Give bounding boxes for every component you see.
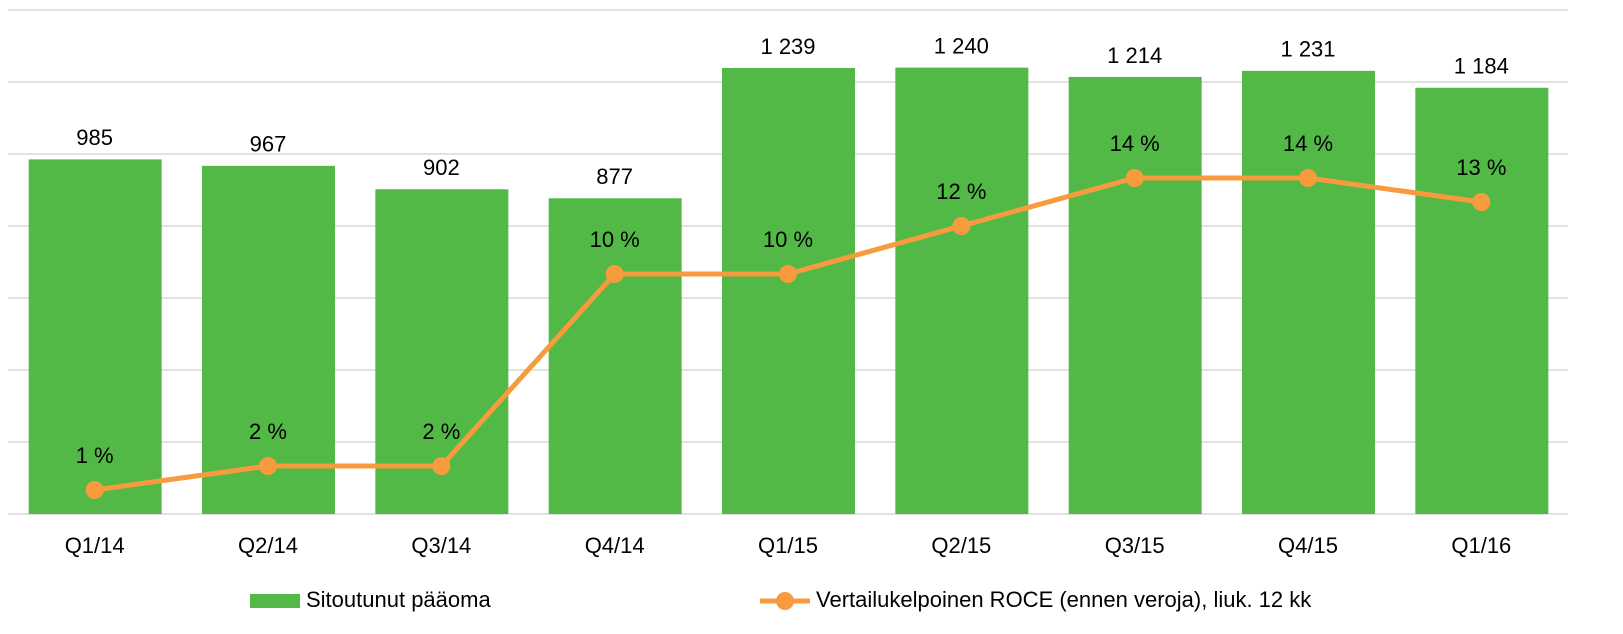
line-label: 1 % (76, 443, 114, 468)
line-marker (85, 481, 104, 499)
bar (1415, 87, 1549, 514)
bar (895, 67, 1029, 514)
x-tick-label: Q3/15 (1105, 533, 1165, 558)
x-tick-label: Q1/14 (65, 533, 125, 558)
line-label: 10 % (763, 227, 813, 252)
x-tick-label: Q3/14 (411, 533, 471, 558)
line-marker (1125, 169, 1144, 187)
bar-label: 902 (423, 155, 460, 180)
x-tick-label: Q4/15 (1278, 533, 1338, 558)
bar-label: 1 240 (934, 33, 989, 58)
line-marker (779, 265, 797, 283)
line-marker (432, 457, 451, 475)
line-label: 12 % (936, 179, 986, 204)
bar (722, 67, 855, 515)
line-label: 14 % (1283, 131, 1333, 156)
bar-label: 1 231 (1280, 37, 1335, 62)
bar (1242, 70, 1375, 514)
bar-label: 985 (76, 125, 113, 150)
bar (1068, 76, 1202, 515)
bar-label: 1 239 (760, 34, 815, 59)
line-label: 2 % (422, 419, 460, 444)
bar-label: 1 214 (1107, 43, 1162, 68)
line-marker (952, 217, 971, 235)
line-marker (605, 265, 624, 283)
legend-label: Sitoutunut pääoma (306, 587, 491, 612)
bar-label: 967 (250, 132, 287, 157)
x-tick-label: Q1/16 (1451, 533, 1511, 558)
bar-label: 877 (596, 164, 633, 189)
line-label: 14 % (1110, 131, 1160, 156)
legend-label: Vertailukelpoinen ROCE (ennen veroja), l… (816, 587, 1312, 612)
line-label: 2 % (249, 419, 287, 444)
line-marker (1299, 169, 1317, 187)
legend-swatch (250, 594, 300, 608)
x-tick-label: Q2/14 (238, 533, 298, 558)
line-label: 13 % (1456, 155, 1506, 180)
line-marker (259, 457, 277, 475)
line-label: 10 % (590, 227, 640, 252)
bar (548, 198, 682, 514)
bar (202, 165, 335, 514)
x-tick-label: Q2/15 (931, 533, 991, 558)
line-marker (1472, 193, 1491, 211)
bar (28, 159, 162, 514)
bar-label: 1 184 (1454, 54, 1509, 79)
x-tick-label: Q1/15 (758, 533, 818, 558)
legend-marker (776, 592, 794, 610)
x-tick-label: Q4/14 (585, 533, 645, 558)
